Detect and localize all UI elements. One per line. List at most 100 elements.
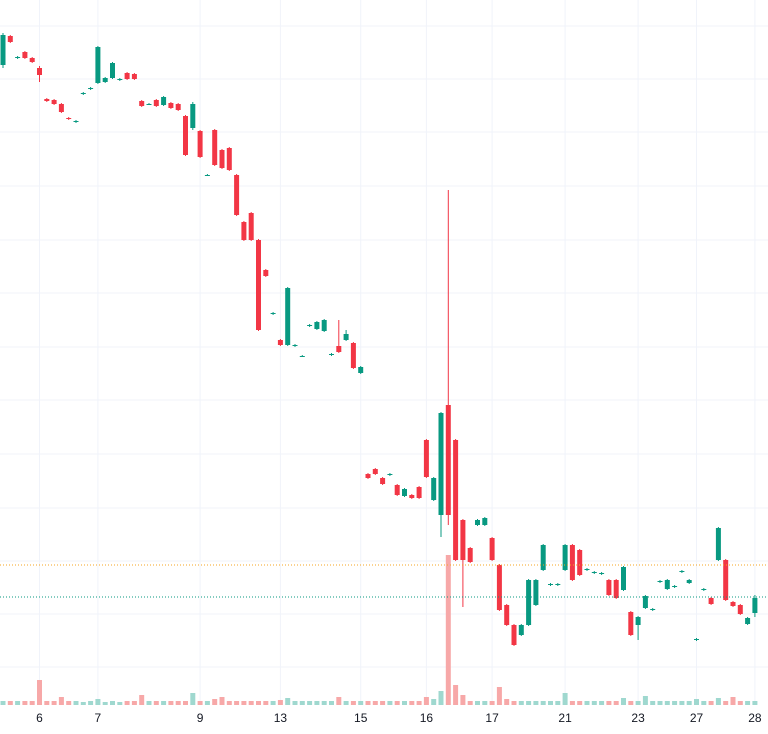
volume-bar bbox=[372, 701, 378, 705]
candle-body bbox=[234, 175, 240, 215]
candle-body bbox=[292, 345, 298, 346]
volume-bar bbox=[153, 701, 159, 705]
volume-bar bbox=[402, 701, 407, 705]
volume-bar bbox=[438, 691, 444, 705]
volume-bar bbox=[642, 696, 648, 705]
candle-body bbox=[212, 130, 218, 165]
volume-bar bbox=[29, 701, 35, 705]
candle-body bbox=[329, 354, 334, 355]
volume-bar bbox=[387, 701, 393, 705]
volume-bar bbox=[285, 698, 291, 705]
volume-bar bbox=[241, 701, 247, 705]
candle-body bbox=[628, 612, 634, 635]
x-tick-label: 17 bbox=[485, 711, 499, 725]
volume-bar bbox=[606, 701, 612, 705]
candle-body bbox=[153, 100, 159, 106]
candle-body bbox=[44, 99, 50, 101]
x-axis: 6 7 9 13 15 16 17 21 23 27 28 bbox=[36, 711, 762, 725]
x-tick-label: 9 bbox=[197, 711, 204, 725]
volume-bar bbox=[431, 699, 437, 705]
candle-body bbox=[314, 322, 320, 329]
candle-body bbox=[124, 73, 130, 79]
volume-bar bbox=[146, 701, 152, 705]
x-tick-label: 23 bbox=[631, 711, 645, 725]
candle-body bbox=[526, 580, 532, 625]
candle-body bbox=[307, 325, 313, 326]
candle-body bbox=[518, 625, 524, 635]
candle-body bbox=[197, 131, 203, 157]
volume-bar bbox=[745, 701, 751, 705]
candle-body bbox=[540, 545, 546, 570]
candle-body bbox=[701, 589, 707, 590]
volume-bar bbox=[139, 695, 145, 705]
volume-bar bbox=[584, 701, 590, 705]
volume-bar bbox=[548, 701, 553, 705]
candle-body bbox=[88, 88, 94, 89]
volume-bar bbox=[0, 701, 6, 705]
candle-body bbox=[533, 580, 539, 605]
volume-bar bbox=[409, 701, 415, 705]
candle-body bbox=[409, 495, 415, 498]
candle-body bbox=[686, 580, 692, 583]
volume-bar bbox=[321, 701, 327, 705]
candle-body bbox=[146, 104, 152, 105]
volume-bar bbox=[679, 701, 685, 705]
volume-bar bbox=[7, 701, 13, 705]
candle-body bbox=[183, 116, 188, 155]
volume-bar bbox=[22, 701, 28, 705]
volume-bar bbox=[212, 699, 218, 705]
candle-body bbox=[95, 47, 101, 83]
volume-bar bbox=[533, 701, 539, 705]
candle-body bbox=[453, 440, 459, 560]
candle-body bbox=[219, 150, 225, 168]
volume-bar bbox=[686, 701, 692, 705]
volume-bar bbox=[657, 701, 663, 705]
volume-bar bbox=[365, 701, 371, 705]
volume-bar bbox=[256, 701, 261, 705]
volume-bar bbox=[518, 701, 524, 705]
volume-bar bbox=[183, 701, 188, 705]
candle-body bbox=[0, 35, 6, 65]
volume-bar bbox=[197, 701, 203, 705]
volume-bar bbox=[44, 701, 50, 705]
candle-body bbox=[321, 320, 327, 331]
candle-body bbox=[467, 548, 473, 562]
volume-bar bbox=[66, 701, 72, 705]
candle-body bbox=[708, 598, 714, 604]
volume-bar bbox=[628, 701, 634, 705]
candle-body bbox=[190, 104, 196, 128]
volume-bar bbox=[263, 701, 269, 705]
volume-bar bbox=[445, 555, 451, 705]
volume-bar bbox=[577, 701, 583, 705]
candle-body bbox=[752, 598, 758, 613]
x-tick-label: 27 bbox=[690, 711, 704, 725]
volume-bar bbox=[161, 701, 167, 705]
volume-bar bbox=[540, 701, 546, 705]
candles bbox=[0, 33, 758, 646]
candle-body bbox=[204, 175, 210, 176]
candle-body bbox=[168, 103, 174, 108]
volume-bar bbox=[715, 698, 721, 705]
candle-body bbox=[270, 313, 276, 314]
volume-bar bbox=[737, 701, 743, 705]
volume-bar bbox=[219, 697, 225, 705]
candle-body bbox=[416, 487, 422, 498]
volume-bar bbox=[124, 701, 130, 705]
x-tick-label: 6 bbox=[36, 711, 43, 725]
volume-bar bbox=[292, 701, 298, 705]
candle-body bbox=[343, 334, 349, 340]
candle-body bbox=[584, 569, 590, 570]
volume-bar bbox=[277, 700, 283, 705]
volume-bar bbox=[621, 698, 626, 705]
volume-bar bbox=[226, 701, 232, 705]
volume-bar bbox=[299, 701, 305, 705]
candle-body bbox=[380, 478, 386, 484]
candle-body bbox=[256, 240, 261, 330]
volume-bar bbox=[555, 701, 561, 705]
candle-body bbox=[131, 74, 137, 79]
candle-body bbox=[511, 625, 517, 645]
candle-body bbox=[475, 520, 480, 525]
volume-bar bbox=[664, 701, 670, 705]
candle-body bbox=[548, 584, 553, 585]
